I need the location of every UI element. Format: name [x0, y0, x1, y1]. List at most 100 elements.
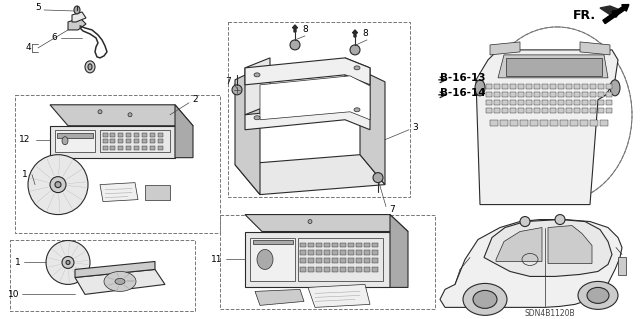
Bar — [110, 139, 115, 143]
Polygon shape — [75, 270, 165, 294]
Text: FR.: FR. — [573, 10, 596, 22]
Ellipse shape — [587, 287, 609, 303]
Bar — [316, 267, 322, 272]
Bar — [574, 84, 580, 89]
Bar — [103, 133, 108, 137]
Bar — [364, 250, 370, 256]
Polygon shape — [490, 42, 520, 55]
Text: 7: 7 — [225, 77, 231, 86]
Bar — [57, 133, 93, 138]
Bar — [145, 185, 170, 200]
Polygon shape — [484, 219, 612, 277]
FancyArrow shape — [292, 25, 298, 32]
Bar — [340, 242, 346, 248]
Ellipse shape — [55, 182, 61, 188]
Bar — [340, 258, 346, 263]
Bar — [534, 100, 540, 105]
Bar — [518, 92, 524, 97]
Ellipse shape — [62, 137, 68, 145]
Ellipse shape — [85, 61, 95, 73]
Bar — [364, 242, 370, 248]
Bar — [500, 120, 508, 126]
Polygon shape — [50, 126, 175, 158]
Bar — [510, 120, 518, 126]
Bar — [134, 139, 139, 143]
Bar — [550, 100, 556, 105]
Bar — [103, 146, 108, 150]
Bar — [253, 240, 293, 243]
Bar — [340, 250, 346, 256]
Polygon shape — [235, 68, 260, 195]
Bar — [542, 92, 548, 97]
Bar — [348, 258, 354, 263]
Bar — [534, 92, 540, 97]
Bar — [574, 108, 580, 113]
Polygon shape — [308, 285, 370, 308]
Ellipse shape — [257, 249, 273, 270]
Bar — [518, 100, 524, 105]
Bar — [372, 242, 378, 248]
Polygon shape — [68, 18, 86, 30]
Bar — [126, 133, 131, 137]
Bar — [332, 267, 338, 272]
Ellipse shape — [473, 290, 497, 308]
Bar — [110, 133, 115, 137]
Text: 3: 3 — [412, 123, 418, 132]
Bar — [502, 84, 508, 89]
Text: 12: 12 — [19, 135, 31, 144]
Bar — [598, 100, 604, 105]
Bar — [582, 92, 588, 97]
Bar — [606, 92, 612, 97]
Polygon shape — [75, 262, 155, 278]
Bar — [150, 139, 155, 143]
Bar — [540, 120, 548, 126]
Polygon shape — [548, 226, 592, 263]
Polygon shape — [50, 105, 193, 126]
Bar — [550, 84, 556, 89]
Bar — [526, 100, 532, 105]
Ellipse shape — [232, 85, 242, 95]
Bar — [598, 92, 604, 97]
Polygon shape — [245, 232, 390, 287]
Bar — [534, 108, 540, 113]
Bar — [134, 133, 139, 137]
Polygon shape — [496, 227, 542, 262]
Bar — [356, 258, 362, 263]
Ellipse shape — [62, 256, 74, 269]
Bar — [490, 120, 498, 126]
Bar — [558, 108, 564, 113]
Bar — [150, 146, 155, 150]
Bar — [348, 250, 354, 256]
Ellipse shape — [520, 217, 530, 226]
Ellipse shape — [46, 241, 90, 285]
Bar — [55, 130, 95, 152]
Bar — [606, 84, 612, 89]
Bar — [300, 242, 306, 248]
Bar — [110, 146, 115, 150]
Bar — [103, 139, 108, 143]
Text: SDN4B1120B: SDN4B1120B — [525, 309, 575, 318]
Bar — [10, 240, 195, 311]
Text: 10: 10 — [8, 290, 20, 299]
Bar — [486, 100, 492, 105]
Ellipse shape — [128, 113, 132, 117]
Ellipse shape — [28, 155, 88, 215]
Bar — [158, 146, 163, 150]
Bar — [606, 100, 612, 105]
Bar — [118, 133, 123, 137]
Bar — [158, 133, 163, 137]
Bar — [332, 242, 338, 248]
Bar — [356, 242, 362, 248]
Bar — [494, 84, 500, 89]
Bar — [590, 84, 596, 89]
Text: B-16-14: B-16-14 — [440, 88, 486, 98]
Bar — [606, 108, 612, 113]
Bar — [618, 257, 626, 275]
Bar — [582, 84, 588, 89]
Bar — [520, 120, 528, 126]
Bar — [502, 100, 508, 105]
Bar — [316, 258, 322, 263]
Text: 6: 6 — [51, 33, 57, 42]
Text: 1: 1 — [15, 258, 21, 267]
Bar — [580, 120, 588, 126]
